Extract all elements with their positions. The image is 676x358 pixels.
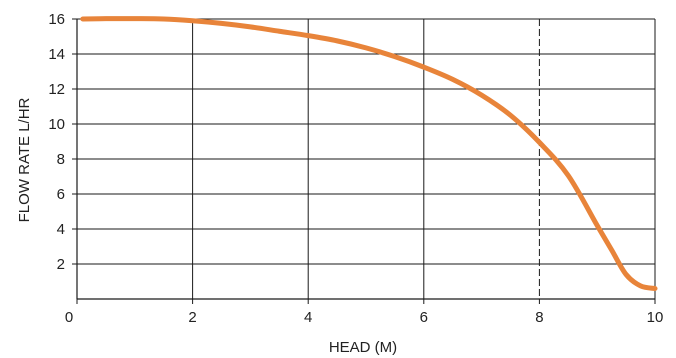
- y-tick-label-8: 8: [57, 151, 65, 168]
- x-tick-label-6: 6: [420, 309, 428, 326]
- y-tick-label-12: 12: [48, 81, 65, 98]
- x-axis-label: HEAD (M): [329, 339, 397, 356]
- y-tick-label-4: 4: [57, 221, 65, 238]
- axes: [72, 18, 656, 304]
- x-tick-label-2: 2: [188, 309, 196, 326]
- y-tick-label-14: 14: [48, 46, 65, 63]
- x-tick-label-8: 8: [535, 309, 543, 326]
- x-tick-label-4: 4: [304, 309, 312, 326]
- y-tick-label-2: 2: [57, 256, 65, 273]
- y-tick-label-6: 6: [57, 186, 65, 203]
- series-group: [80, 16, 658, 291]
- y-tick-labels: 2 4 6 8 10 12 14 16: [48, 11, 65, 273]
- x-tick-label-10: 10: [647, 309, 664, 326]
- series-line-0: [80, 16, 658, 291]
- y-axis-label: FLOW RATE L/HR: [16, 97, 33, 222]
- x-tick-labels: 0 2 4 6 8 10: [65, 309, 664, 326]
- y-tick-label-16: 16: [48, 11, 65, 28]
- x-tick-label-0: 0: [65, 309, 73, 326]
- y-tick-label-10: 10: [48, 116, 65, 133]
- grid: [77, 18, 656, 299]
